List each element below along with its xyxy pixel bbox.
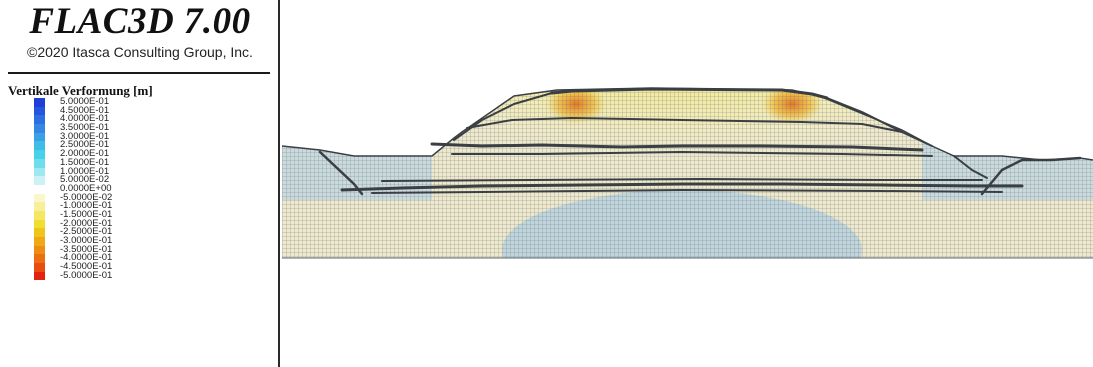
interface-foundation-2 [371,189,1003,194]
legend-label: 5.0000E-02 [60,174,110,186]
legend-label: -4.0000E-01 [60,252,113,264]
legend-swatch [34,219,45,229]
legend-swatch [34,158,45,168]
legend-swatch [34,115,45,125]
legend-title: Vertikale Verformung [m] [8,83,153,98]
interface-upper-berm [466,117,903,133]
legend-swatch [34,184,45,194]
legend-swatch [34,263,45,272]
legend-label: -3.5000E-01 [60,243,113,255]
model-body [282,87,1093,259]
app-title: FLAC3D 7.00 [29,1,251,42]
legend-label: -1.5000E-01 [60,208,113,220]
interface-lower-layer [381,178,983,182]
legend-label: 1.5000E-01 [60,156,110,168]
interface-slope-left [453,92,553,141]
interface-foundation [340,182,1024,192]
legend-swatch [34,132,45,142]
legend-label: 2.0000E-01 [60,148,110,160]
model-plot[interactable] [282,0,1093,367]
legend-swatch [34,106,45,116]
legend-label: -2.5000E-01 [60,226,113,238]
interface-mid-left [430,142,924,152]
legend-swatch [34,176,45,185]
legend-swatch [34,167,45,177]
legend-swatch [34,237,45,246]
legend-swatch [34,245,45,255]
copyright-text: ©2020 Itasca Consulting Group, Inc. [27,44,253,60]
legend-swatch [34,141,45,151]
legend-swatch [34,254,45,264]
legend-label: -4.5000E-01 [60,261,113,273]
title-divider [8,72,270,74]
legend-label: -1.0000E-01 [60,200,113,212]
legend-label: 5.0000E-01 [60,96,110,107]
legend-label: -2.0000E-01 [60,217,113,229]
legend-label: 1.0000E-01 [60,165,110,177]
legend-label: -5.0000E-02 [60,191,113,203]
legend-label: 2.5000E-01 [60,139,110,151]
legend-swatch [34,210,45,220]
model-boundary [282,87,1093,161]
legend-swatch [34,202,45,211]
legend-swatch [34,228,45,237]
legend-label: 4.0000E-01 [60,113,110,125]
legend-swatch [34,98,45,107]
legend-swatch [34,193,45,203]
legend-panel: FLAC3D 7.00 ©2020 Itasca Consulting Grou… [0,0,280,367]
legend-label: 4.5000E-01 [60,104,110,116]
interface-right-toe [953,155,988,179]
interface-mid-lower [451,151,933,157]
legend-label: 3.5000E-01 [60,122,110,134]
legend-swatch [34,150,45,159]
legend-swatch [34,124,45,133]
interface-left-wing [318,150,364,196]
legend-label: -3.0000E-01 [60,235,113,246]
model-viewport[interactable] [282,0,1093,367]
legend-swatch [34,271,45,281]
legend-label: 0.0000E+00 [60,182,112,194]
legend-label: 3.0000E-01 [60,130,110,142]
legend-label: -5.0000E-01 [60,269,113,281]
